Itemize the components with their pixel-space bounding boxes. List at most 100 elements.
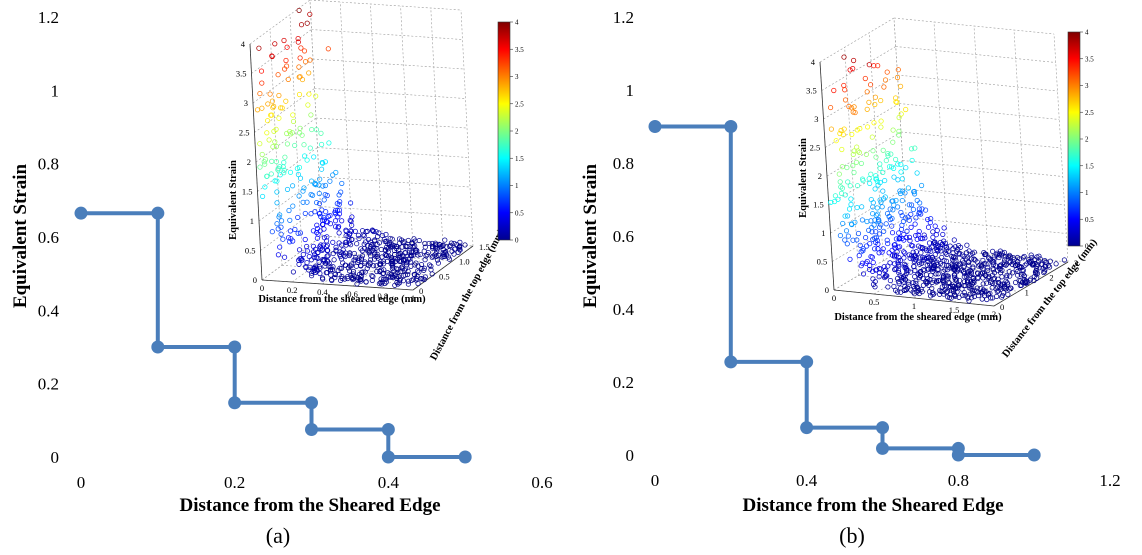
inset-scatter-point xyxy=(272,178,278,184)
inset-scatter-point xyxy=(883,267,889,273)
inset-scatter-point xyxy=(858,249,864,255)
inset-scatter-point xyxy=(956,261,963,267)
inset-scatter-point xyxy=(847,67,853,73)
grid-line xyxy=(370,3,383,241)
inset-scatter-point xyxy=(904,228,910,234)
data-point xyxy=(305,423,318,436)
inset-scatter-point xyxy=(297,55,303,61)
inset-x-tick: 0.5 xyxy=(869,297,880,307)
grid-line xyxy=(255,117,317,163)
inset-scatter-point xyxy=(392,282,398,288)
inset-scatter-point xyxy=(873,176,880,182)
inset-scatter-point xyxy=(942,250,948,256)
inset-scatter-point xyxy=(864,218,870,225)
inset-scatter-point xyxy=(875,63,881,69)
inset-scatter-point xyxy=(278,105,284,111)
inset-scatter-point xyxy=(1006,286,1012,292)
inset-scatter-point xyxy=(1024,261,1030,267)
inset-scatter-point xyxy=(919,182,925,189)
inset-x-tick: 0.2 xyxy=(287,285,298,295)
axis-line xyxy=(993,261,1069,307)
inset-scatter-point xyxy=(980,275,986,281)
grid-line xyxy=(430,7,444,245)
inset-scatter-point xyxy=(274,200,280,206)
inset-scatter-point xyxy=(837,233,843,239)
inset-scatter-point xyxy=(376,240,383,246)
inset-scatter-point xyxy=(876,270,882,276)
inset-scatter-point xyxy=(269,53,275,60)
inset-scatter-point xyxy=(905,185,911,191)
y-tick-label: 0.2 xyxy=(38,375,59,394)
inset-scatter-point xyxy=(312,209,318,215)
inset-scatter-point xyxy=(839,164,845,170)
inset-scatter-point xyxy=(856,149,862,155)
inset-scatter-point xyxy=(941,257,947,263)
inset-scatter-point xyxy=(1009,261,1015,267)
inset-scatter-point xyxy=(846,206,853,212)
inset-scatter-point xyxy=(907,255,913,261)
inset-scatter-point xyxy=(877,179,883,186)
inset-scatter-point xyxy=(295,39,301,45)
y-tick-label: 0.8 xyxy=(38,155,59,174)
inset-scatter-point xyxy=(937,287,943,294)
inset-scatter-point xyxy=(866,99,872,105)
inset-scatter-point xyxy=(895,161,901,167)
inset-scatter-point xyxy=(387,235,393,241)
inset-scatter-point xyxy=(832,198,838,205)
inset-scatter-point xyxy=(899,188,905,194)
inset-scatter-point xyxy=(934,227,940,234)
inset-scatter-point xyxy=(961,274,967,280)
inset-scatter-point xyxy=(855,230,862,237)
inset-scatter-point xyxy=(434,257,441,263)
inset-scatter-point xyxy=(274,178,280,184)
inset-scatter-point xyxy=(299,257,305,263)
inset-scatter-point xyxy=(953,276,959,282)
colorbar-tick-label: 1 xyxy=(515,182,519,190)
colorbar-ticks-b: 0 0.5 1 1.5 2 2.5 3 3.5 4 xyxy=(1080,29,1094,251)
inset-scatter-point xyxy=(986,274,992,280)
grid-line xyxy=(315,117,468,129)
inset-scatter-point xyxy=(436,252,442,258)
data-point xyxy=(724,355,738,369)
inset-scatter-point xyxy=(355,232,361,238)
inset-scatter-point xyxy=(889,247,895,253)
inset-scatter-point xyxy=(898,161,904,168)
inset-y-tick: 2 xyxy=(1049,273,1053,283)
inset-x-tick: 1 xyxy=(411,293,415,303)
inset-scatter-point xyxy=(895,67,901,73)
inset-scatter-point xyxy=(906,234,913,240)
inset-scatter-point xyxy=(914,236,920,242)
inset-scatter-point xyxy=(278,231,284,237)
data-point xyxy=(381,423,395,436)
inset-scatter-point xyxy=(368,257,374,263)
inset-scatter-point xyxy=(442,254,448,260)
colorbar-tick-label: 0.5 xyxy=(515,209,524,217)
axis-line xyxy=(412,245,474,291)
inset-z-tick: 2 xyxy=(247,157,251,167)
inset-scatter-point xyxy=(428,263,434,269)
inset-scatter-point xyxy=(357,277,363,283)
inset-scatter-point xyxy=(320,160,326,166)
inset-scatter-point xyxy=(969,281,975,287)
inset-scatter-point xyxy=(908,146,915,152)
inset-scatter-point xyxy=(845,179,851,185)
inset-scatter-point xyxy=(359,248,365,254)
inset-scatter-point xyxy=(325,247,331,253)
inset-scatter-point xyxy=(863,235,869,241)
inset-scatter-point xyxy=(275,72,281,78)
grid-line xyxy=(269,29,283,266)
inset-scatter-point xyxy=(298,45,304,51)
inset-scatter-point xyxy=(890,207,896,213)
inset-scatter-point xyxy=(311,154,317,160)
colorbar-tick-label: 3.5 xyxy=(1085,55,1094,63)
inset-z-tick: 2.5 xyxy=(810,143,821,153)
inset-scatter-point xyxy=(870,276,876,282)
inset-scatter-point xyxy=(319,247,325,253)
inset-x-tick: 1 xyxy=(912,301,916,311)
inset-scatter-point xyxy=(854,183,861,189)
inset-scatter-point xyxy=(941,279,947,286)
inset-scatter-point xyxy=(408,263,414,269)
inset-scatter-point xyxy=(952,293,958,299)
data-point xyxy=(381,450,395,464)
